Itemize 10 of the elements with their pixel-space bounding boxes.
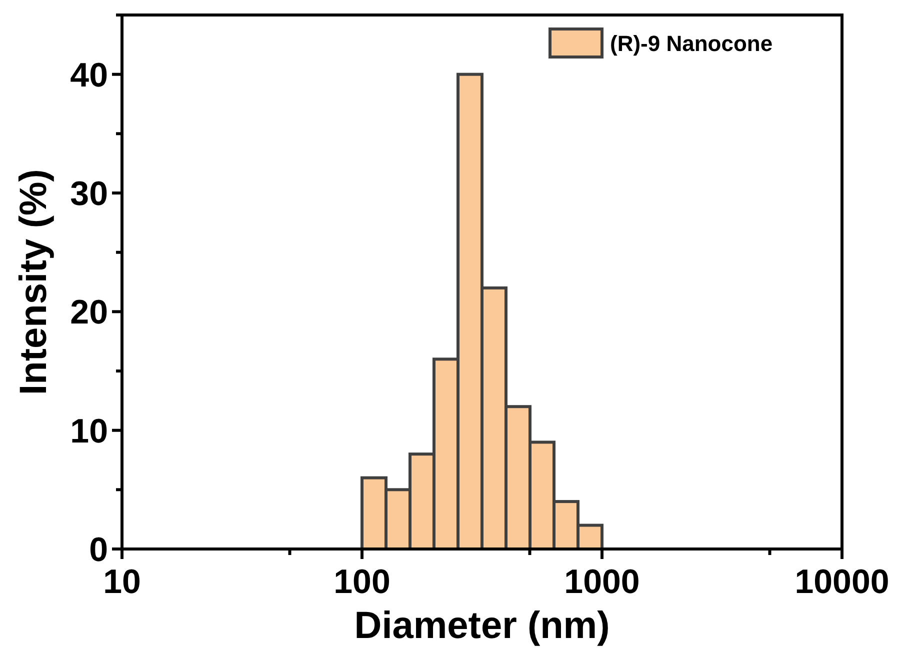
x-tick-label: 10000 bbox=[794, 563, 890, 601]
y-axis-title: Intensity (%) bbox=[13, 169, 55, 395]
y-tick-label: 10 bbox=[70, 412, 108, 450]
y-tick-label: 30 bbox=[70, 175, 108, 213]
y-tick-label: 40 bbox=[70, 56, 108, 94]
y-tick-label: 20 bbox=[70, 294, 108, 332]
x-tick-label: 100 bbox=[334, 563, 390, 601]
legend-label: (R)-9 Nanocone bbox=[610, 31, 773, 56]
x-axis-title: Diameter (nm) bbox=[354, 605, 610, 647]
x-tick-label: 1000 bbox=[564, 563, 640, 601]
